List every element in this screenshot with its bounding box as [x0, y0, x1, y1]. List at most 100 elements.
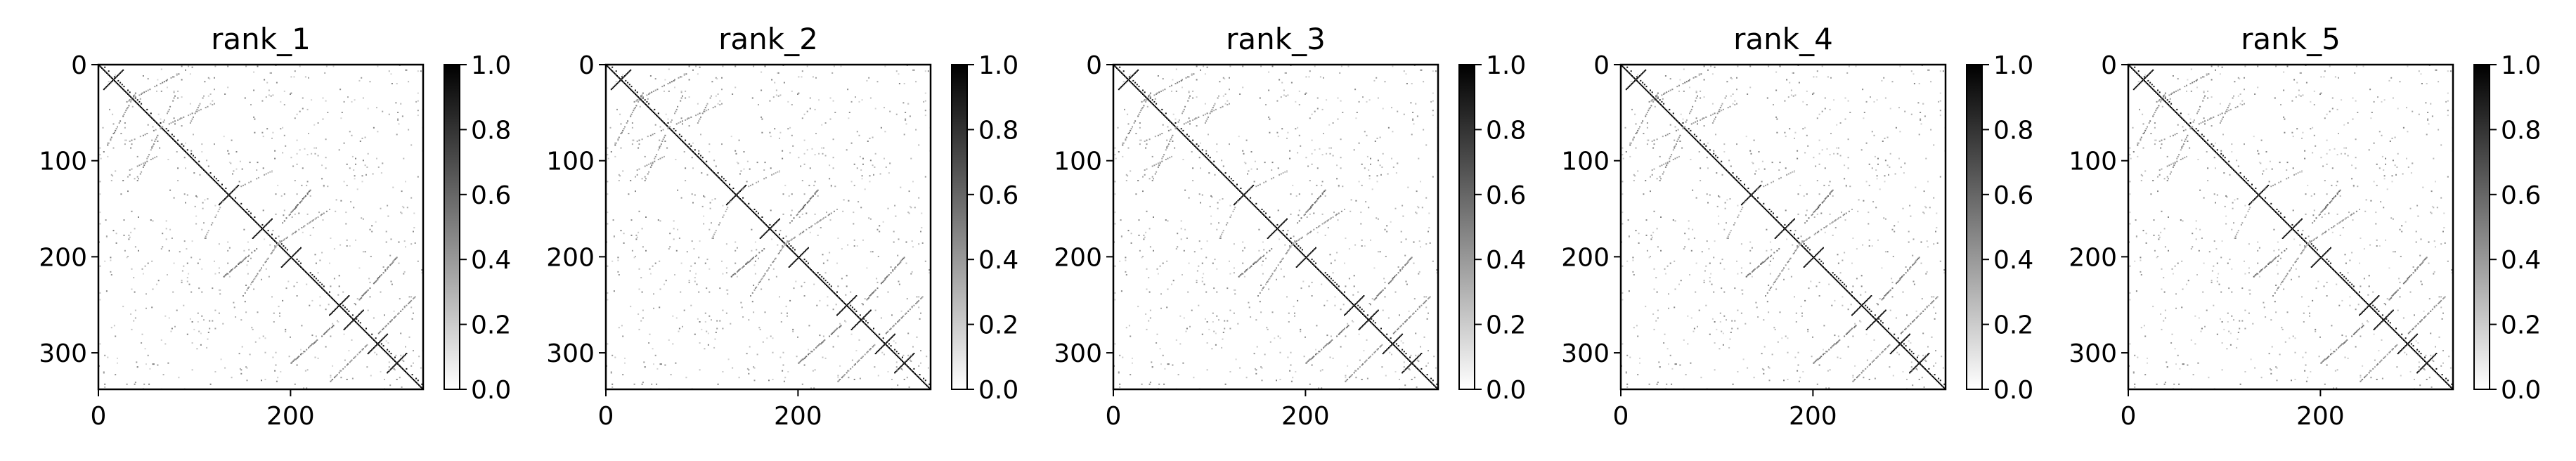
contact-cell [214, 309, 216, 311]
contact-cell [1394, 332, 1396, 333]
contact-cell [1177, 121, 1179, 123]
contact-cell [690, 304, 692, 306]
contact-cell [1326, 274, 1328, 275]
contact-cell [787, 128, 789, 130]
contact-cell [272, 238, 274, 240]
contact-cell [1415, 212, 1417, 214]
contact-cell [240, 369, 242, 371]
contact-cell [856, 323, 858, 325]
contact-cell [662, 129, 664, 131]
contact-cell [1425, 299, 1428, 301]
contact-cell [680, 121, 682, 123]
contact-cell [639, 105, 641, 108]
contact-cell [801, 231, 803, 233]
contact-cell [876, 351, 879, 353]
contact-cell [1146, 98, 1148, 100]
contact-cell [99, 223, 101, 225]
contact-cell [800, 165, 802, 167]
contact-cell [764, 65, 766, 67]
contact-cell [1407, 366, 1409, 368]
contact-cell [643, 102, 645, 104]
contact-cell [1234, 289, 1236, 291]
contact-cell [872, 136, 874, 138]
contact-cell [1324, 221, 1326, 223]
contact-cell [123, 113, 125, 115]
contact-cell [651, 164, 653, 167]
contact-cell [1165, 159, 1167, 160]
contact-cell [1386, 230, 1388, 233]
contact-cell [364, 292, 366, 294]
contact-cell [647, 105, 649, 108]
contact-cell [838, 379, 840, 382]
contact-cell [690, 116, 692, 118]
contact-cell [1321, 272, 1323, 274]
contact-cell [900, 317, 902, 319]
contact-cell [808, 353, 809, 356]
contact-cell [1420, 69, 1423, 71]
contact-cell [803, 113, 805, 115]
contact-cell [708, 291, 711, 293]
contact-cell [417, 110, 419, 112]
contact-cell [181, 147, 183, 149]
contact-cell [296, 152, 298, 155]
contact-cell [160, 126, 162, 129]
contact-cell [420, 386, 422, 388]
contact-cell [115, 76, 117, 78]
contact-cell [614, 142, 616, 144]
contact-cell [277, 184, 279, 186]
contact-cell [758, 257, 759, 259]
contact-cell [296, 113, 298, 115]
contact-cell [1376, 310, 1378, 312]
contact-cell [421, 383, 423, 385]
contact-cell [119, 86, 122, 88]
contact-cell [808, 325, 810, 327]
contact-cell [866, 351, 868, 353]
contact-cell [319, 259, 321, 261]
contact-cell [1302, 254, 1305, 256]
contact-cell [209, 176, 212, 178]
contact-cell [126, 108, 128, 110]
contact-cell [1386, 333, 1388, 335]
contact-cell [722, 309, 724, 311]
contact-cell [1237, 201, 1239, 203]
contact-cell [759, 238, 761, 239]
contact-cell [756, 210, 758, 212]
contact-cell [1208, 160, 1210, 162]
contact-cell [250, 257, 252, 259]
contact-cell [682, 325, 683, 327]
contact-cell [909, 368, 911, 370]
contact-cell [888, 346, 890, 349]
contact-cell [673, 128, 675, 130]
contact-cell [117, 83, 118, 84]
contact-cell [1266, 252, 1268, 254]
contact-cell [1268, 219, 1270, 221]
contact-cell [238, 184, 240, 186]
contact-cell [1263, 254, 1265, 257]
contact-cell [1203, 115, 1205, 117]
contact-cell [814, 193, 816, 195]
contact-cell [1328, 124, 1331, 126]
contact-cell [103, 151, 105, 152]
contact-cell [261, 131, 264, 134]
contact-cell [1321, 184, 1323, 186]
contact-cell [720, 178, 722, 181]
contact-cell [270, 72, 272, 74]
contact-cell [699, 342, 701, 344]
contact-cell [417, 383, 419, 385]
contact-cell [1411, 257, 1413, 259]
contact-cell [367, 309, 369, 311]
contact-cell [1141, 383, 1143, 385]
contact-cell [1353, 285, 1355, 287]
contact-cell [1138, 219, 1140, 221]
contact-cell [403, 273, 405, 275]
contact-cell [907, 358, 910, 361]
contact-cell [387, 204, 389, 207]
contact-cell [1257, 184, 1259, 186]
contact-cell [1285, 95, 1287, 97]
contact-cell [1243, 271, 1245, 273]
contact-cell [748, 372, 750, 375]
contact-cell [748, 369, 750, 371]
contact-cell [376, 344, 377, 346]
contact-cell [1282, 230, 1284, 232]
contact-cell [1280, 223, 1282, 226]
